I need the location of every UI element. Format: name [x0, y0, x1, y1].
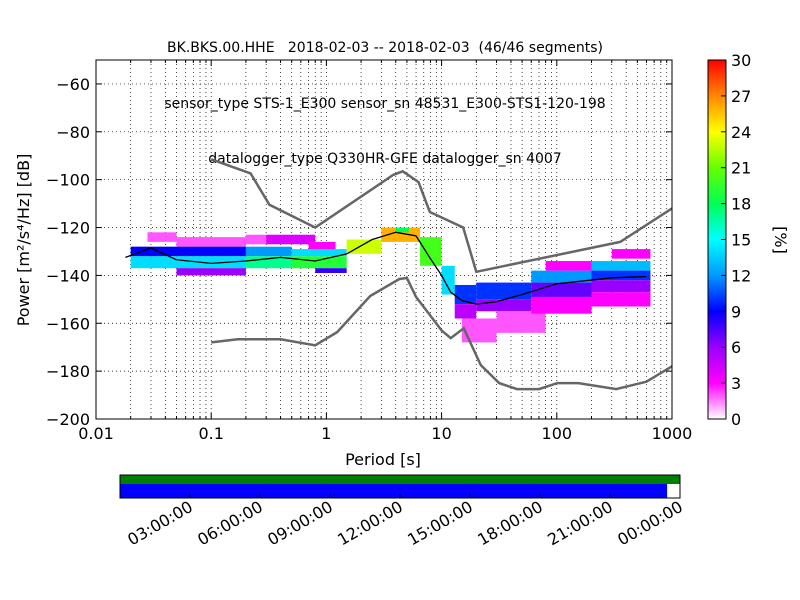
colorbar-tick-label: 21: [731, 159, 751, 178]
x-tick-label: 0.01: [78, 424, 114, 443]
timeline-tick-label: 12:00:00: [334, 497, 406, 549]
density-cell: [308, 241, 336, 252]
title-line-3: datalogger_type Q330HR-GFE datalogger_sn…: [208, 151, 562, 167]
density-cell: [591, 261, 651, 271]
x-axis-label: Period [s]: [345, 450, 421, 469]
colorbar-axis: 0 3 6 9 12 15 18 21 24 27 30: [721, 51, 751, 429]
density-cell: [130, 256, 246, 269]
timeline-ticks: 03:00:0006:00:0009:00:0012:00:0015:00:00…: [124, 494, 686, 549]
density-cell: [531, 296, 592, 314]
mean-psd-line: [125, 231, 647, 305]
density-cell: [245, 234, 267, 245]
y-tick-label: −180: [46, 362, 90, 381]
y-tick-label: −140: [46, 266, 90, 285]
timeline-tick-label: 03:00:00: [124, 497, 196, 549]
timeline-tick-label: 06:00:00: [194, 497, 266, 549]
density-cell: [147, 232, 177, 242]
timeline-tick-label: 15:00:00: [404, 497, 476, 549]
density-cell: [291, 249, 347, 257]
high-noise-model-line: [210, 158, 672, 274]
density-cell: [531, 270, 592, 283]
plot-frame: [95, 59, 673, 420]
colorbar-tick-label: 30: [731, 51, 751, 70]
density-cell: [266, 234, 316, 245]
timeline-tick-label: 21:00:00: [544, 497, 616, 549]
density-cell: [441, 265, 455, 295]
colorbar-tick-label: 18: [731, 195, 751, 214]
colorbar-tick-label: 12: [731, 266, 751, 285]
y-tick-label: −80: [56, 123, 90, 142]
y-axis: −200 −180 −160 −140 −120 −100 −80 −60: [46, 75, 672, 429]
timeline-tick-label: 00:00:00: [614, 497, 686, 549]
y-axis-label: Power [m²/s⁴/Hz] [dB]: [14, 154, 33, 327]
y-tick-label: −160: [46, 314, 90, 333]
y-tick-label: −60: [56, 75, 90, 94]
colorbar-tick-label: 3: [731, 374, 741, 393]
data-availability-bar: 03:00:0006:00:0009:00:0012:00:0015:00:00…: [119, 474, 686, 549]
x-tick-label: 10: [431, 424, 451, 443]
density-cell: [381, 227, 421, 242]
timeline-tick-label: 18:00:00: [474, 497, 546, 549]
density-cell: [476, 282, 532, 300]
colorbar-tick-label: 27: [731, 87, 751, 106]
density-cell: [176, 268, 246, 276]
density-cell: [476, 299, 532, 312]
density-cell: [291, 256, 347, 269]
x-axis: 0.01 0.1 1 10 100 1000: [78, 60, 692, 443]
x-tick-label: 1: [321, 424, 331, 443]
x-tick-label: 0.1: [198, 424, 223, 443]
colorbar-tick-label: 15: [731, 231, 751, 250]
density-cell: [130, 246, 246, 257]
density-cell: [395, 227, 409, 233]
density-cell: [420, 237, 442, 266]
density-cell: [461, 318, 497, 343]
density-cell: [611, 249, 651, 259]
timeline-tick-label: 09:00:00: [264, 497, 336, 549]
gap-bar: [120, 475, 680, 484]
y-tick-label: −120: [46, 219, 90, 238]
density-cell: [591, 292, 651, 307]
low-noise-model-line: [211, 276, 672, 391]
y-tick-label: −200: [46, 410, 90, 429]
density-cell: [245, 246, 292, 257]
density-cell: [245, 256, 292, 269]
density-cell: [346, 239, 382, 254]
colorbar-tick-label: 6: [731, 338, 741, 357]
density-cell: [591, 270, 651, 281]
colorbar-tick-label: 9: [731, 302, 741, 321]
chart-title: BK.BKS.00.HHE 2018-02-03 -- 2018-02-03 (…: [0, 2, 770, 187]
colorbar-label: [%]: [771, 226, 790, 254]
x-tick-label: 100: [542, 424, 573, 443]
density-cell: [454, 304, 477, 319]
density-cell: [176, 237, 246, 247]
title-line-2: sensor_type STS-1_E300 sensor_sn 48531_E…: [164, 95, 606, 112]
colorbar-tick-label: 0: [731, 410, 741, 429]
density-cell: [531, 282, 592, 297]
density-cell: [315, 268, 347, 274]
y-tick-label: −100: [46, 171, 90, 190]
coverage-bar: [120, 484, 668, 498]
noise-model-lines: [125, 158, 672, 391]
x-tick-label: 1000: [652, 424, 693, 443]
colorbar-tick-label: 24: [731, 123, 751, 142]
density-cell: [545, 261, 592, 271]
density-cell: [496, 311, 546, 333]
title-line-1: BK.BKS.00.HHE 2018-02-03 -- 2018-02-03 (…: [167, 40, 603, 56]
density-cell: [591, 280, 651, 293]
